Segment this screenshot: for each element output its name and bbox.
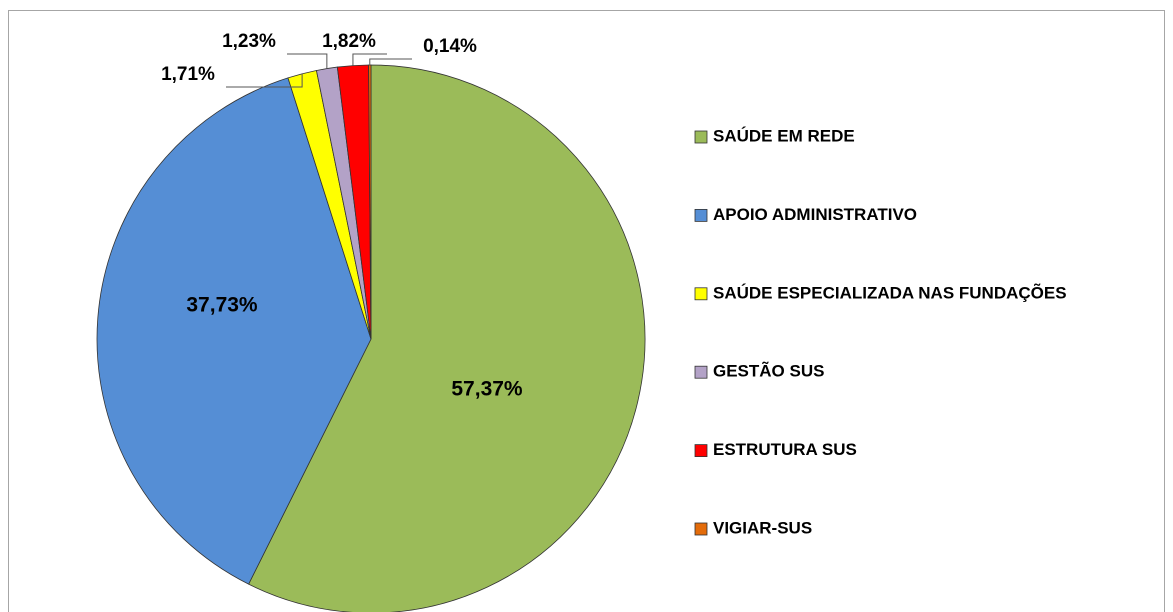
pie-slice — [248, 64, 646, 612]
data-label: 1,82% — [322, 31, 376, 52]
leader-line — [352, 53, 387, 66]
leader-line — [226, 73, 303, 88]
legend-swatch — [694, 365, 708, 379]
legend-label: ESTRUTURA SUS — [713, 440, 857, 459]
legend-swatch — [694, 287, 708, 301]
leader-line — [287, 53, 328, 69]
legend-swatch — [694, 522, 708, 536]
legend-swatch — [694, 208, 708, 222]
legend-swatch — [694, 444, 708, 458]
leader-line — [369, 58, 412, 66]
data-label: 0,14% — [423, 36, 477, 57]
legend-label: SAÚDE ESPECIALIZADA NAS FUNDAÇÕES — [713, 282, 1067, 302]
data-label: 1,23% — [222, 31, 276, 52]
legend-swatch — [694, 130, 708, 144]
legend-label: GESTÃO SUS — [713, 361, 824, 381]
legend-label: SAÚDE EM REDE — [713, 126, 855, 145]
data-label: 57,37% — [451, 378, 523, 401]
data-label: 1,71% — [161, 64, 215, 85]
pie-slice — [96, 77, 372, 585]
data-label: 37,73% — [186, 294, 258, 317]
legend-label: VIGIAR-SUS — [713, 518, 812, 537]
legend-label: APOIO ADMINISTRATIVO — [713, 205, 917, 224]
